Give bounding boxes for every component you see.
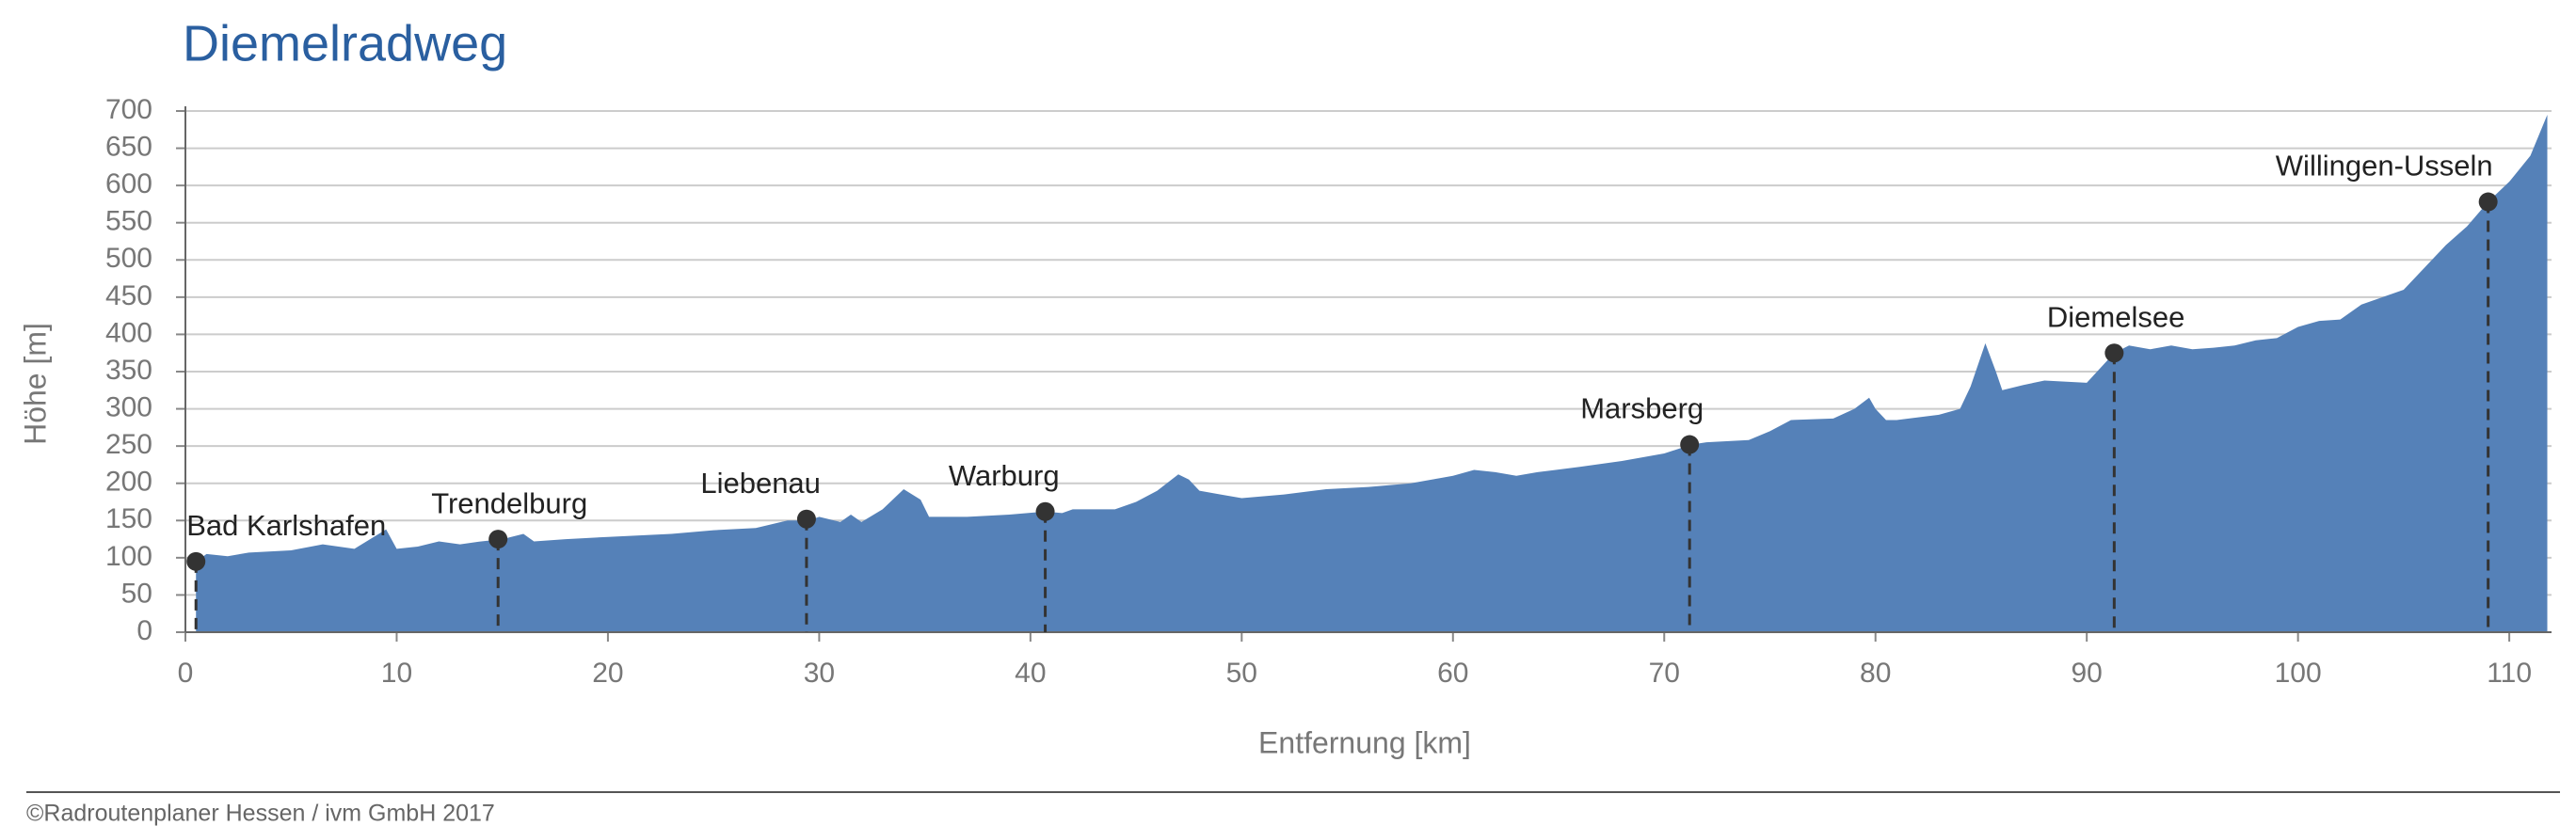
x-tick-label: 10 [381, 658, 412, 689]
x-tick-label: 90 [2071, 658, 2102, 689]
chart-title: Diemelradweg [183, 15, 507, 71]
town-marker [2104, 343, 2124, 363]
y-tick-label: 250 [105, 429, 152, 460]
y-tick-label: 650 [105, 131, 152, 162]
x-tick-label: 0 [178, 658, 194, 689]
town-marker [796, 509, 816, 529]
town-label: Bad Karlshafen [186, 509, 386, 542]
x-tick-label: 20 [592, 658, 623, 689]
town-marker [2478, 192, 2498, 212]
y-tick-label: 350 [105, 355, 152, 386]
town-label: Warburg [949, 459, 1060, 492]
town-marker [1035, 501, 1055, 521]
y-tick-label: 600 [105, 168, 152, 199]
y-tick-label: 500 [105, 243, 152, 274]
y-tick-label: 0 [136, 615, 152, 646]
footer: ©Radroutenplaner Hessen / ivm GmbH 2017 [26, 801, 495, 826]
x-axis-title: Entfernung [km] [1258, 725, 1471, 759]
town-label: Diemelsee [2047, 300, 2184, 333]
town-label: Liebenau [700, 467, 821, 500]
y-tick-label: 450 [105, 280, 152, 311]
y-tick-label: 50 [121, 578, 152, 609]
y-axis-title: Höhe [m] [18, 323, 52, 445]
x-tick-label: 60 [1437, 658, 1468, 689]
y-tick-label: 150 [105, 503, 152, 534]
town-label: Willingen-Usseln [2276, 150, 2493, 183]
plot: Bad Karlshafen Trendelburg Liebenau Warburg… [184, 106, 2552, 633]
elevation-area [196, 114, 2548, 632]
town-marker [488, 530, 508, 549]
town-label: Trendelburg [431, 486, 587, 519]
y-tick-label: 700 [105, 94, 152, 125]
town-marker [186, 551, 206, 571]
y-tick-label: 300 [105, 391, 152, 422]
town-marker [1680, 435, 1700, 454]
x-tick-label: 100 [2275, 658, 2322, 689]
town-label: Marsberg [1580, 392, 1704, 425]
x-tick-label: 40 [1015, 658, 1046, 689]
y-tick-label: 100 [105, 541, 152, 572]
x-tick-label: 80 [1860, 658, 1891, 689]
x-tick-label: 110 [2487, 658, 2532, 689]
y-tick-label: 400 [105, 317, 152, 348]
x-tick-label: 50 [1226, 658, 1257, 689]
y-tick-label: 200 [105, 467, 152, 498]
x-tick-label: 70 [1649, 658, 1680, 689]
x-tick-label: 30 [804, 658, 835, 689]
y-tick-label: 550 [105, 206, 152, 237]
